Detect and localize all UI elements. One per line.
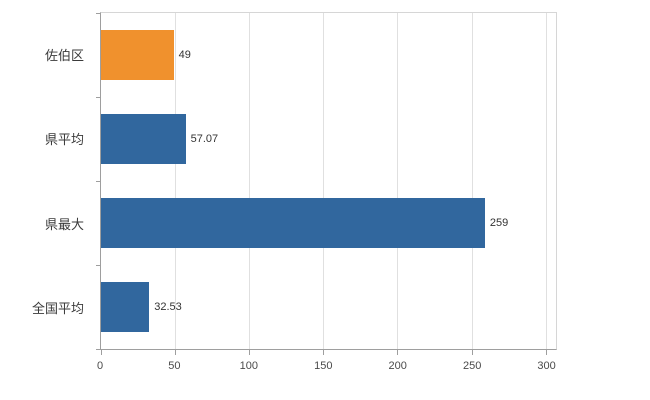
- bar-県最大: [101, 197, 485, 249]
- x-axis-tick: [397, 349, 399, 355]
- x-axis-tick: [545, 349, 547, 355]
- category-label-県平均: 県平均: [44, 132, 84, 148]
- x-axis-tick: [323, 349, 325, 355]
- x-axis-tick: [471, 349, 473, 355]
- x-axis-tick: [101, 349, 102, 355]
- x-tick-label: 50: [168, 360, 181, 372]
- bar-band: 57.07: [101, 97, 556, 181]
- category-label-佐伯区: 佐伯区: [44, 47, 84, 63]
- bar-band: 32.53: [101, 265, 556, 349]
- gridline: [397, 13, 399, 349]
- gridline: [249, 13, 251, 349]
- bar-band: 49: [101, 13, 556, 97]
- category-axis: 佐伯区県平均県最大全国平均: [0, 12, 92, 350]
- x-tick-label: 200: [388, 360, 407, 372]
- y-axis-tick: [96, 13, 101, 14]
- value-label: 57.07: [190, 133, 219, 145]
- value-label: 32.53: [154, 301, 182, 313]
- x-axis-tick: [249, 349, 251, 355]
- gridline: [471, 13, 473, 349]
- gridline: [323, 13, 325, 349]
- x-tick-label: 150: [314, 360, 333, 372]
- value-label: 49: [178, 49, 191, 61]
- category-label-県最大: 県最大: [44, 216, 84, 232]
- x-tick-label: 300: [537, 360, 556, 372]
- y-axis-tick: [96, 97, 101, 98]
- y-axis-tick: [96, 265, 101, 266]
- bar-県平均: [101, 113, 186, 165]
- bar-佐伯区: [101, 29, 174, 81]
- x-tick-label: 0: [96, 360, 104, 372]
- category-label-全国平均: 全国平均: [31, 301, 84, 317]
- bar-band: 259: [101, 181, 556, 265]
- gridline: [545, 13, 547, 349]
- x-tick-label: 250: [462, 360, 482, 372]
- x-axis-tick: [175, 349, 177, 355]
- y-axis-tick: [96, 349, 101, 350]
- bar-全国平均: [101, 281, 150, 333]
- value-axis: 0 50 100 150 200 250 300: [96, 360, 557, 380]
- gridline: [175, 13, 177, 349]
- y-axis-tick: [96, 181, 101, 182]
- plot-area: 49 57.07 259 32.53: [96, 12, 557, 355]
- x-tick-label: 100: [239, 360, 259, 372]
- value-label: 259: [489, 217, 509, 229]
